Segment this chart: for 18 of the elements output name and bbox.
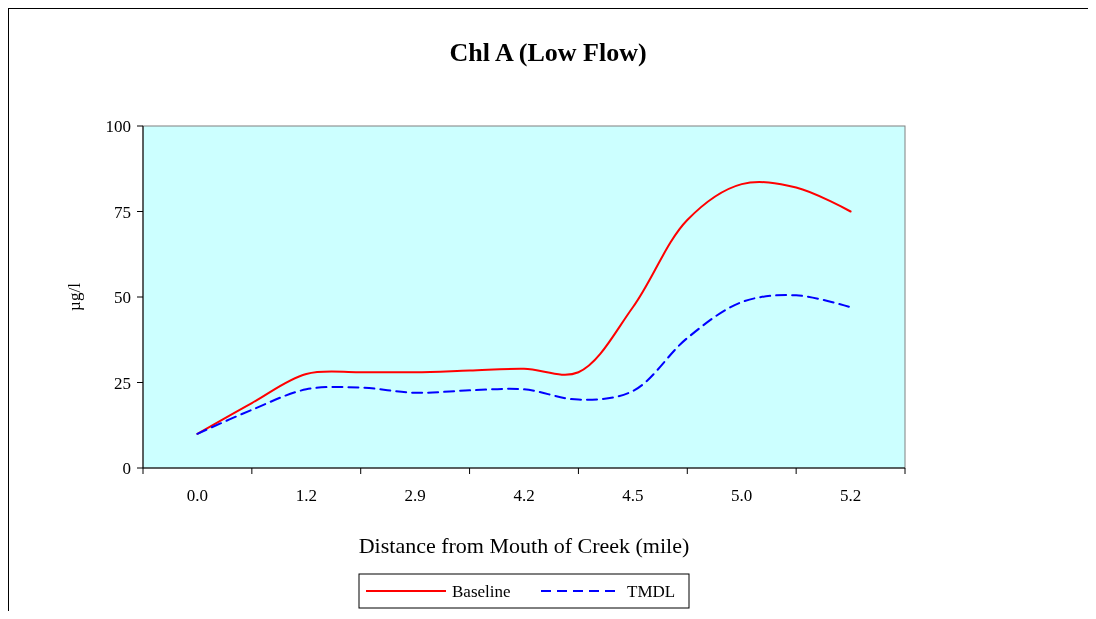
x-tick-label: 2.9: [404, 486, 426, 505]
y-tick-label: 0: [122, 459, 131, 478]
x-tick-label: 5.2: [839, 486, 862, 505]
chart-title: Chl A (Low Flow): [449, 38, 647, 67]
y-axis-title: µg/l: [65, 282, 84, 311]
legend-label: TMDL: [627, 582, 676, 601]
y-tick-label: 100: [105, 117, 131, 136]
y-tick-label: 75: [114, 202, 131, 222]
x-tick-label: 4.2: [513, 486, 535, 505]
legend-label: Baseline: [452, 582, 511, 601]
x-tick-label: 0.0: [186, 486, 209, 505]
line-series: [196, 294, 852, 435]
x-tick-label: 5.0: [731, 486, 753, 505]
x-tick-label: 4.5: [622, 486, 644, 505]
x-tick-label: 1.2: [295, 486, 317, 505]
x-axis-title: Distance from Mouth of Creek (mile): [358, 533, 690, 558]
y-tick-label: 25: [114, 373, 131, 393]
y-tick-label: 50: [114, 288, 131, 307]
